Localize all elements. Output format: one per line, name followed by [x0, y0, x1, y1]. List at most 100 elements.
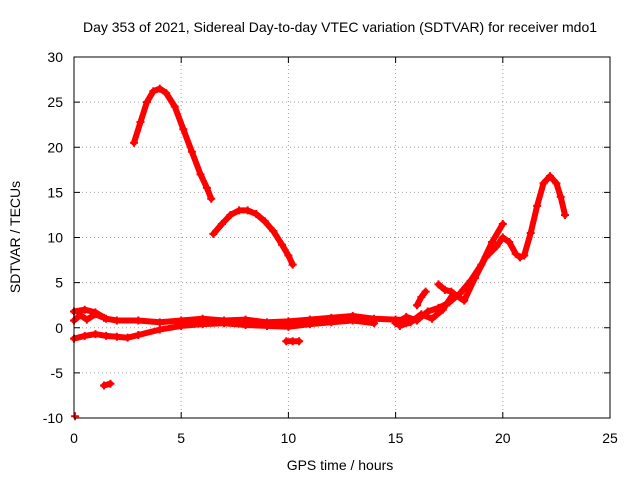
data-point — [406, 318, 415, 327]
data-point — [428, 314, 437, 323]
data-point — [136, 117, 145, 126]
data-point — [348, 316, 357, 325]
data-point — [142, 98, 151, 107]
data-point — [370, 319, 379, 328]
x-tick-label: 25 — [602, 430, 618, 446]
x-tick-label: 5 — [177, 430, 185, 446]
data-point — [252, 210, 261, 219]
axis-ticks: 0 5 10 15 20 25 -10 -5 0 5 10 15 20 25 30 — [43, 49, 618, 446]
y-tick-label: -10 — [43, 410, 63, 426]
series-point-origin — [71, 412, 80, 421]
series-segment-near-17 — [434, 280, 456, 296]
data-point — [100, 313, 109, 322]
series-late-peak — [515, 172, 569, 262]
data-point — [295, 337, 304, 346]
data-point — [196, 170, 205, 179]
data-point — [112, 316, 121, 325]
x-tick-label: 20 — [495, 430, 511, 446]
y-tick-label: -5 — [51, 365, 64, 381]
data-point — [413, 301, 422, 310]
data-point — [434, 280, 443, 289]
data-point — [155, 325, 164, 334]
x-tick-label: 0 — [70, 430, 78, 446]
data-points — [70, 84, 569, 421]
data-point — [134, 330, 143, 339]
series-segment-near-16 — [413, 287, 430, 310]
data-point — [526, 228, 535, 237]
y-tick-label: 20 — [47, 139, 63, 155]
data-point — [130, 138, 139, 147]
data-point — [177, 321, 186, 330]
data-point — [488, 238, 497, 247]
series-arc-early-high — [130, 84, 216, 203]
x-tick-label: 15 — [388, 430, 404, 446]
y-tick-label: 30 — [47, 49, 63, 65]
data-point — [515, 253, 524, 262]
y-axis-label: SDTVAR / TECUs — [7, 181, 23, 293]
x-axis-label: GPS time / hours — [287, 457, 394, 473]
data-point — [198, 320, 207, 329]
data-point — [417, 310, 426, 319]
data-point — [327, 318, 336, 327]
data-point — [447, 287, 456, 296]
data-point — [155, 318, 164, 327]
series-short-dash-10h — [282, 337, 304, 346]
data-point — [187, 147, 196, 156]
chart-title: Day 353 of 2021, Sidereal Day-to-day VTE… — [83, 19, 597, 35]
y-tick-label: 0 — [55, 320, 63, 336]
data-point — [284, 322, 293, 331]
data-point — [162, 89, 171, 98]
data-point — [170, 102, 179, 111]
data-point — [277, 240, 286, 249]
data-point — [207, 194, 216, 203]
data-point — [102, 331, 111, 340]
data-point — [498, 219, 507, 228]
data-point — [226, 210, 235, 219]
data-point — [421, 287, 430, 296]
data-point — [511, 249, 520, 258]
data-point — [91, 330, 100, 339]
data-point — [100, 381, 109, 390]
data-point — [209, 229, 218, 238]
data-point — [80, 305, 89, 314]
data-point — [440, 285, 449, 294]
data-point — [241, 321, 250, 330]
y-tick-label: 10 — [47, 230, 63, 246]
x-tick-label: 10 — [281, 430, 297, 446]
series-trace — [131, 85, 215, 202]
data-point — [262, 321, 271, 330]
data-point — [520, 251, 529, 260]
data-point — [243, 206, 252, 215]
data-point — [539, 179, 548, 188]
data-point — [71, 412, 80, 421]
data-point — [402, 312, 411, 321]
data-point — [82, 315, 91, 324]
data-point — [460, 296, 469, 305]
data-point — [417, 293, 426, 302]
data-point — [556, 192, 565, 201]
data-point — [106, 379, 115, 388]
data-point — [149, 87, 158, 96]
data-point — [269, 227, 278, 236]
data-point — [305, 320, 314, 329]
data-point — [505, 238, 514, 247]
series-short-dash-1.5h — [100, 379, 115, 390]
data-point — [545, 172, 554, 181]
data-point — [112, 332, 121, 341]
grid — [74, 57, 610, 418]
data-point — [498, 233, 507, 242]
y-tick-label: 15 — [47, 184, 63, 200]
data-point — [260, 217, 269, 226]
data-point — [552, 179, 561, 188]
data-point — [560, 210, 569, 219]
data-point — [284, 251, 293, 260]
data-point — [202, 183, 211, 192]
data-point — [76, 311, 85, 320]
data-point — [80, 331, 89, 340]
series-arc-mid — [209, 206, 297, 269]
data-point — [217, 219, 226, 228]
data-point — [481, 253, 490, 262]
data-point — [134, 316, 143, 325]
